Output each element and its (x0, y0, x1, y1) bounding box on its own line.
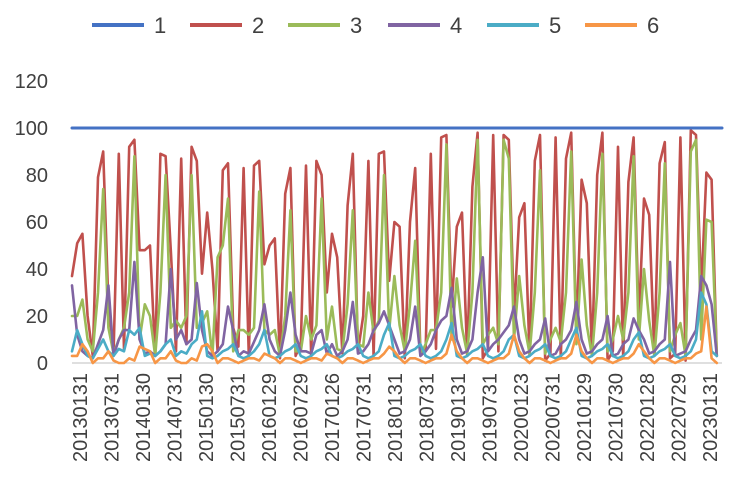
legend-label-3: 3 (350, 13, 362, 38)
y-tick-label: 40 (26, 259, 48, 281)
x-tick-label: 20160129 (259, 373, 281, 462)
legend-item-3: 3 (288, 13, 362, 38)
x-tick-label: 20170126 (322, 373, 344, 462)
y-tick-label: 100 (15, 118, 48, 140)
y-tick-label: 60 (26, 212, 48, 234)
x-tick-label: 20230131 (700, 373, 722, 462)
series-line-5 (70, 291, 719, 360)
x-tick-label: 20200123 (511, 373, 533, 462)
series-line-2 (70, 129, 719, 362)
x-tick-label: 20150731 (228, 373, 250, 462)
legend-item-5: 5 (487, 13, 561, 38)
x-tick-label: 20210730 (606, 373, 628, 462)
x-tick-label: 20220729 (669, 373, 691, 462)
legend-label-1: 1 (154, 13, 166, 38)
x-tick-label: 20180731 (417, 373, 439, 462)
legend: 1 2 3 4 5 6 (92, 13, 659, 38)
legend-label-6: 6 (647, 13, 659, 38)
y-tick-label: 80 (26, 165, 48, 187)
x-tick-label: 20210129 (574, 373, 596, 462)
y-tick-label: 0 (37, 353, 48, 375)
x-axis: 20130131 20130731 20140130 20140731 20150130… (70, 362, 722, 462)
x-tick-label: 20130731 (102, 373, 124, 462)
legend-label-2: 2 (252, 13, 264, 38)
legend-item-6: 6 (585, 13, 659, 38)
x-tick-label: 20220128 (637, 373, 659, 462)
x-tick-label: 20170731 (354, 373, 376, 462)
x-tick-label: 20140731 (165, 373, 187, 462)
y-tick-label: 20 (26, 306, 48, 328)
series-line-6 (70, 305, 719, 365)
legend-item-2: 2 (190, 13, 264, 38)
x-tick-label: 20190131 (448, 373, 470, 462)
legend-label-5: 5 (549, 13, 561, 38)
x-tick-label: 20150130 (196, 373, 218, 462)
legend-item-4: 4 (388, 13, 462, 38)
x-tick-label: 20190731 (480, 373, 502, 462)
x-tick-label: 20200731 (543, 373, 565, 462)
plot-area (70, 126, 724, 365)
x-tick-label: 20130131 (70, 373, 92, 462)
y-tick-label: 120 (15, 71, 48, 93)
legend-label-4: 4 (450, 13, 462, 38)
x-tick-label: 20160729 (291, 373, 313, 462)
legend-item-1: 1 (92, 13, 166, 38)
y-axis: 0 20 40 60 80 100 120 (15, 71, 48, 375)
series-line-4 (70, 255, 719, 360)
x-tick-label: 20180131 (385, 373, 407, 462)
x-tick-label: 20140130 (133, 373, 155, 462)
